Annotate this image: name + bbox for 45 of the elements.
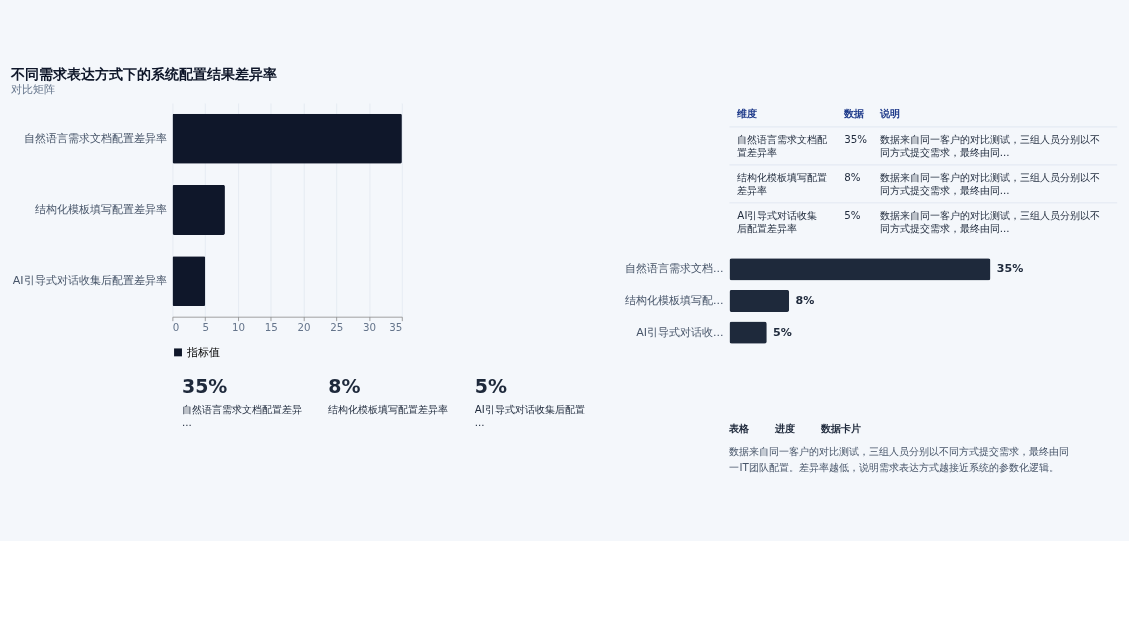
text: 结构化模板填写配置差异率 xyxy=(737,170,828,197)
y-tick-label: AI引导式对话收... xyxy=(636,325,724,339)
category-label: 维度 xyxy=(736,107,758,120)
x-tick-label: 10 xyxy=(231,320,245,333)
x-tick-label: 35 xyxy=(389,320,403,333)
y-tick-label: 结构化模板填写配置差异率 xyxy=(34,203,167,217)
text: 表格 xyxy=(728,421,751,434)
text: 5% xyxy=(474,374,507,397)
text: 8% xyxy=(328,374,361,397)
y-tick-label: 自然语言需求文档配置差异率 xyxy=(23,131,167,145)
y-tick-label: 结构化模板填写配... xyxy=(624,294,724,308)
text: 35% xyxy=(181,374,228,397)
x-tick-label: 20 xyxy=(297,320,311,333)
text: AI引导式对话收集后配置... xyxy=(474,402,585,428)
y-tick-label: 自然语言需求文档... xyxy=(624,262,724,276)
x-tick-label: 30 xyxy=(362,320,377,333)
chart-title: 不同需求表达方式下的系统配置结果差异率 xyxy=(10,65,278,82)
data-label: 8% xyxy=(795,294,815,308)
text: 5% xyxy=(844,208,861,221)
text: 数据来自同一客户的对比测试，三组人员分别以不同方式提交需求，最终由同一IT团队配置。差异率越低，说明需求表达方式越接近系统的参数化逻辑。 xyxy=(729,445,1070,474)
text: 自然语言需求文档配置差异率 xyxy=(737,132,828,159)
text: 数据来自同一客户的对比测试，三组人员分别以不同方式提交需求，最终由同... xyxy=(879,208,1100,235)
text: 对比矩阵 xyxy=(11,82,56,96)
x-tick-label: 25 xyxy=(330,320,344,333)
x-tick-label: 0 xyxy=(172,320,180,333)
category-label: 说明 xyxy=(878,107,900,120)
text: 数据来自同一客户的对比测试，三组人员分别以不同方式提交需求，最终由同... xyxy=(879,132,1100,159)
x-tick-label: 15 xyxy=(264,320,278,333)
text: 数据来自同一客户的对比测试，三组人员分别以不同方式提交需求，最终由同... xyxy=(879,170,1100,197)
data-label: 5% xyxy=(773,325,792,339)
legend-label: 指标值 xyxy=(185,345,220,359)
text: 结构化模板填写配置差异率 xyxy=(328,402,449,415)
text: 数据卡片 xyxy=(820,421,862,434)
text: AI引导式对话收集后配置差异率 xyxy=(737,208,818,235)
category-label: 数据 xyxy=(843,107,865,120)
text: 进度 xyxy=(774,421,796,434)
text: 8% xyxy=(844,170,861,183)
data-label: 35% xyxy=(996,262,1024,276)
y-tick-label: AI引导式对话收集后配置差异率 xyxy=(12,274,167,288)
text: 自然语言需求文档配置差异... xyxy=(181,402,302,428)
bar xyxy=(172,256,206,307)
bar xyxy=(172,185,225,235)
bar xyxy=(172,113,402,164)
x-tick-label: 5 xyxy=(202,320,209,333)
text: 35% xyxy=(844,132,868,145)
